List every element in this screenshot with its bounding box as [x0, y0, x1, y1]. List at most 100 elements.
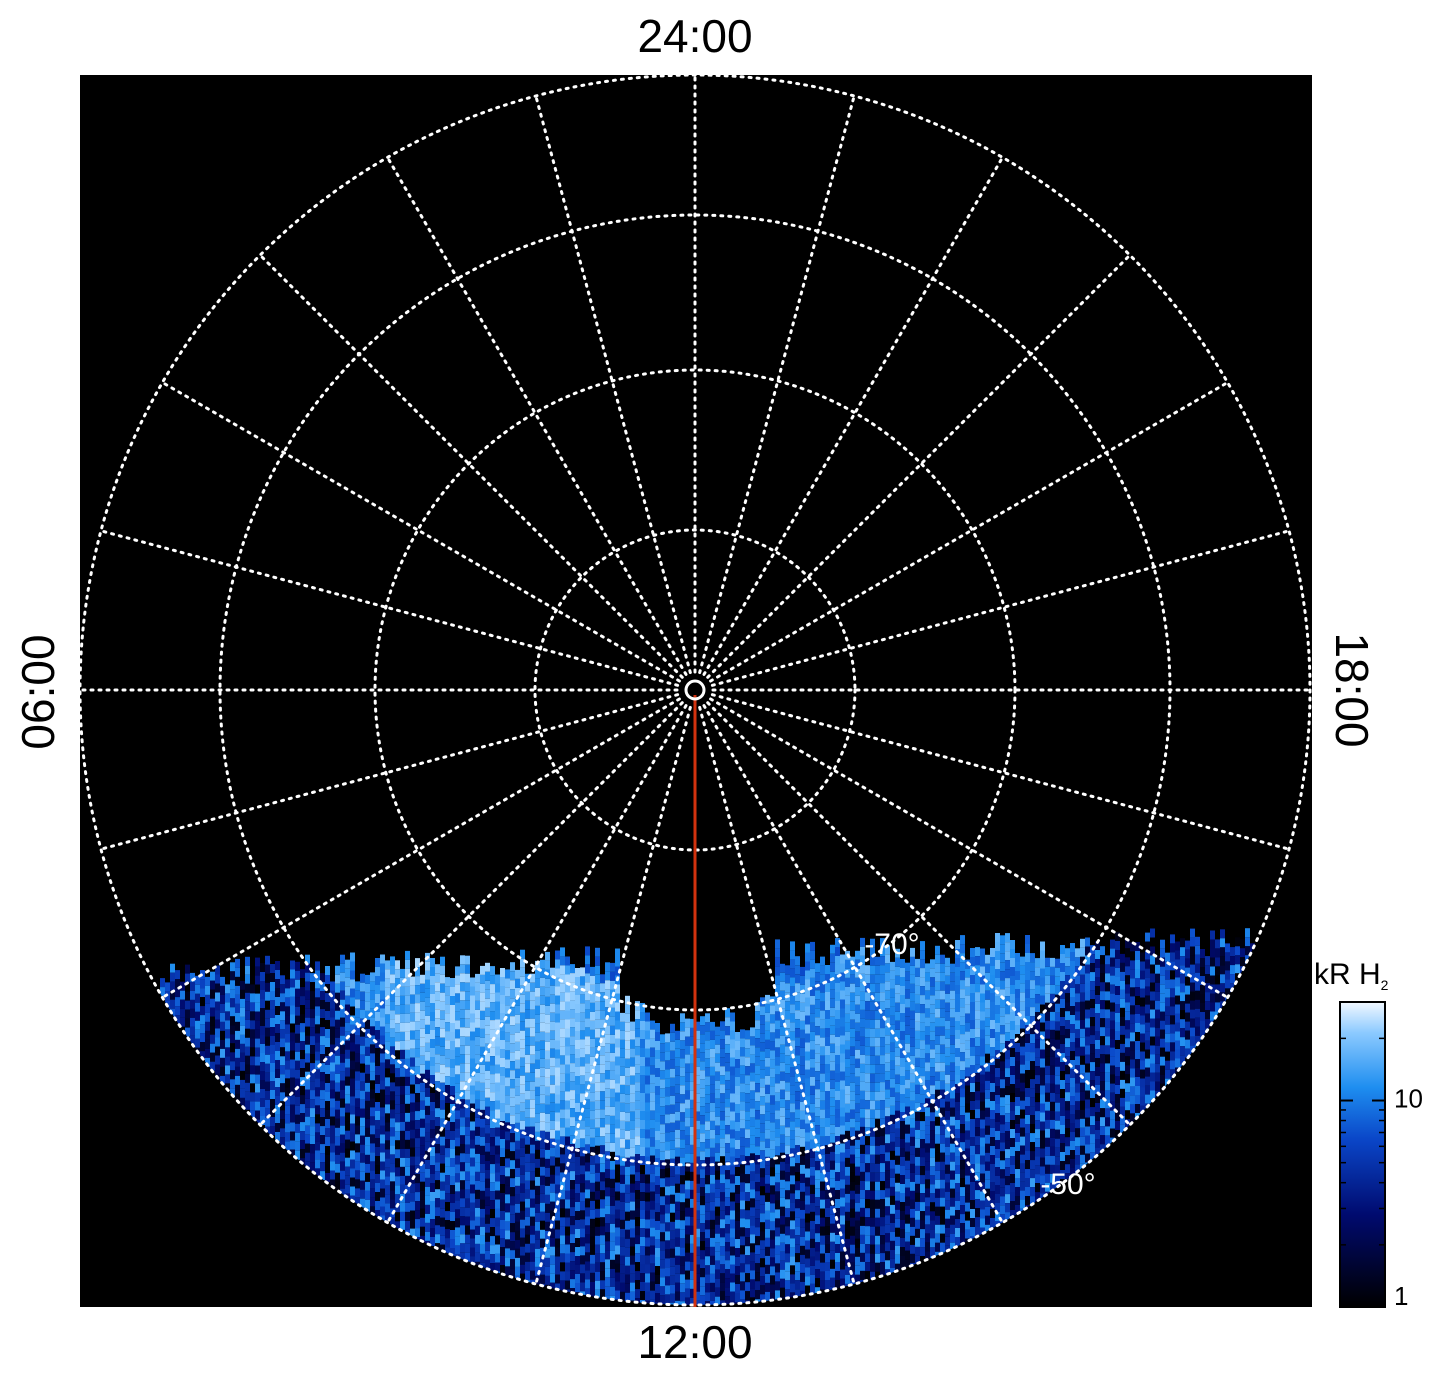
emission-cell: [735, 1221, 740, 1230]
emission-cell: [500, 968, 505, 977]
emission-cell: [670, 1230, 675, 1240]
emission-cell: [585, 1216, 590, 1226]
emission-cell: [810, 1229, 815, 1239]
emission-cell: [805, 1285, 810, 1295]
emission-cell: [290, 960, 295, 970]
emission-cell: [490, 1110, 495, 1120]
emission-cell: [670, 1086, 675, 1096]
emission-cell: [860, 1135, 865, 1145]
emission-cell: [385, 1005, 390, 1015]
emission-cell: [800, 1155, 805, 1165]
emission-cell: [870, 1235, 875, 1245]
emission-cell: [765, 1255, 770, 1265]
emission-cell: [905, 1034, 910, 1044]
emission-cell: [510, 1223, 515, 1233]
emission-cell: [560, 1028, 565, 1038]
emission-cell: [775, 1209, 780, 1219]
emission-cell: [960, 1043, 965, 1053]
emission-cell: [575, 1103, 580, 1112]
emission-cell: [955, 1120, 960, 1129]
emission-cell: [560, 1253, 565, 1263]
emission-cell: [840, 999, 845, 1009]
emission-cell: [460, 991, 465, 1001]
emission-cell: [615, 1092, 620, 1102]
emission-cell: [710, 1174, 715, 1184]
emission-cell: [160, 978, 165, 988]
emission-cell: [975, 947, 980, 957]
emission-cell: [275, 1042, 280, 1051]
emission-cell: [670, 1095, 675, 1105]
emission-cell: [700, 1061, 705, 1071]
emission-cell: [815, 1242, 820, 1252]
emission-cell: [940, 981, 945, 991]
emission-cell: [635, 1289, 640, 1299]
emission-cell: [510, 1034, 515, 1044]
emission-cell: [925, 1188, 930, 1198]
emission-cell: [720, 1228, 725, 1238]
emission-cell: [525, 1243, 530, 1253]
emission-cell: [940, 1080, 945, 1090]
emission-cell: [840, 1197, 845, 1207]
emission-cell: [290, 1104, 295, 1114]
emission-cell: [875, 1127, 880, 1137]
emission-cell: [330, 1098, 335, 1108]
emission-cell: [755, 1236, 760, 1246]
emission-cell: [470, 1193, 475, 1203]
emission-cell: [740, 1290, 745, 1300]
emission-cell: [430, 1093, 435, 1102]
emission-cell: [880, 1046, 885, 1056]
emission-cell: [465, 1180, 470, 1190]
emission-cell: [840, 1053, 845, 1063]
emission-cell: [315, 1105, 320, 1115]
emission-cell: [540, 1202, 545, 1212]
emission-cell: [980, 1209, 985, 1219]
emission-cell: [895, 1011, 900, 1021]
emission-cell: [570, 1090, 575, 1100]
emission-cell: [920, 986, 925, 996]
emission-cell: [950, 1044, 955, 1054]
emission-cell: [525, 1126, 530, 1136]
emission-cell: [650, 1290, 655, 1300]
emission-cell: [615, 1083, 620, 1093]
emission-cell: [605, 1160, 610, 1170]
emission-cell: [735, 1041, 740, 1050]
emission-cell: [705, 1193, 710, 1203]
emission-cell: [290, 1023, 295, 1033]
emission-cell: [745, 1237, 750, 1247]
emission-cell: [920, 995, 925, 1005]
emission-cell: [580, 1129, 585, 1139]
emission-cell: [485, 1142, 490, 1152]
emission-cell: [510, 998, 515, 1008]
emission-cell: [515, 1059, 520, 1069]
emission-cell: [440, 1226, 445, 1236]
emission-cell: [695, 1066, 700, 1076]
emission-cell: [700, 1043, 705, 1053]
emission-cell: [745, 1264, 750, 1274]
emission-cell: [800, 975, 805, 985]
emission-cell: [670, 1194, 675, 1204]
emission-cell: [745, 1039, 750, 1049]
emission-cell: [610, 1223, 615, 1233]
emission-cell: [615, 993, 620, 1003]
emission-cell: [595, 1271, 600, 1281]
emission-cell: [605, 971, 610, 981]
emission-cell: [950, 963, 955, 973]
emission-cell: [855, 1121, 860, 1131]
emission-cell: [925, 1125, 930, 1135]
emission-cell: [820, 1199, 825, 1209]
emission-cell: [660, 1115, 665, 1125]
emission-cell: [600, 1217, 605, 1227]
emission-cell: [980, 1110, 985, 1120]
emission-cell: [570, 1261, 575, 1271]
emission-cell: [455, 1146, 460, 1156]
emission-cell: [590, 1173, 595, 1183]
emission-cell: [545, 1158, 550, 1168]
emission-cell: [820, 974, 825, 984]
emission-cell: [575, 1130, 580, 1139]
emission-cell: [420, 1001, 425, 1011]
emission-cell: [420, 1091, 425, 1101]
emission-cell: [755, 1092, 760, 1102]
emission-cell: [830, 1088, 835, 1098]
emission-cell: [550, 1237, 555, 1247]
emission-cell: [210, 1007, 215, 1017]
